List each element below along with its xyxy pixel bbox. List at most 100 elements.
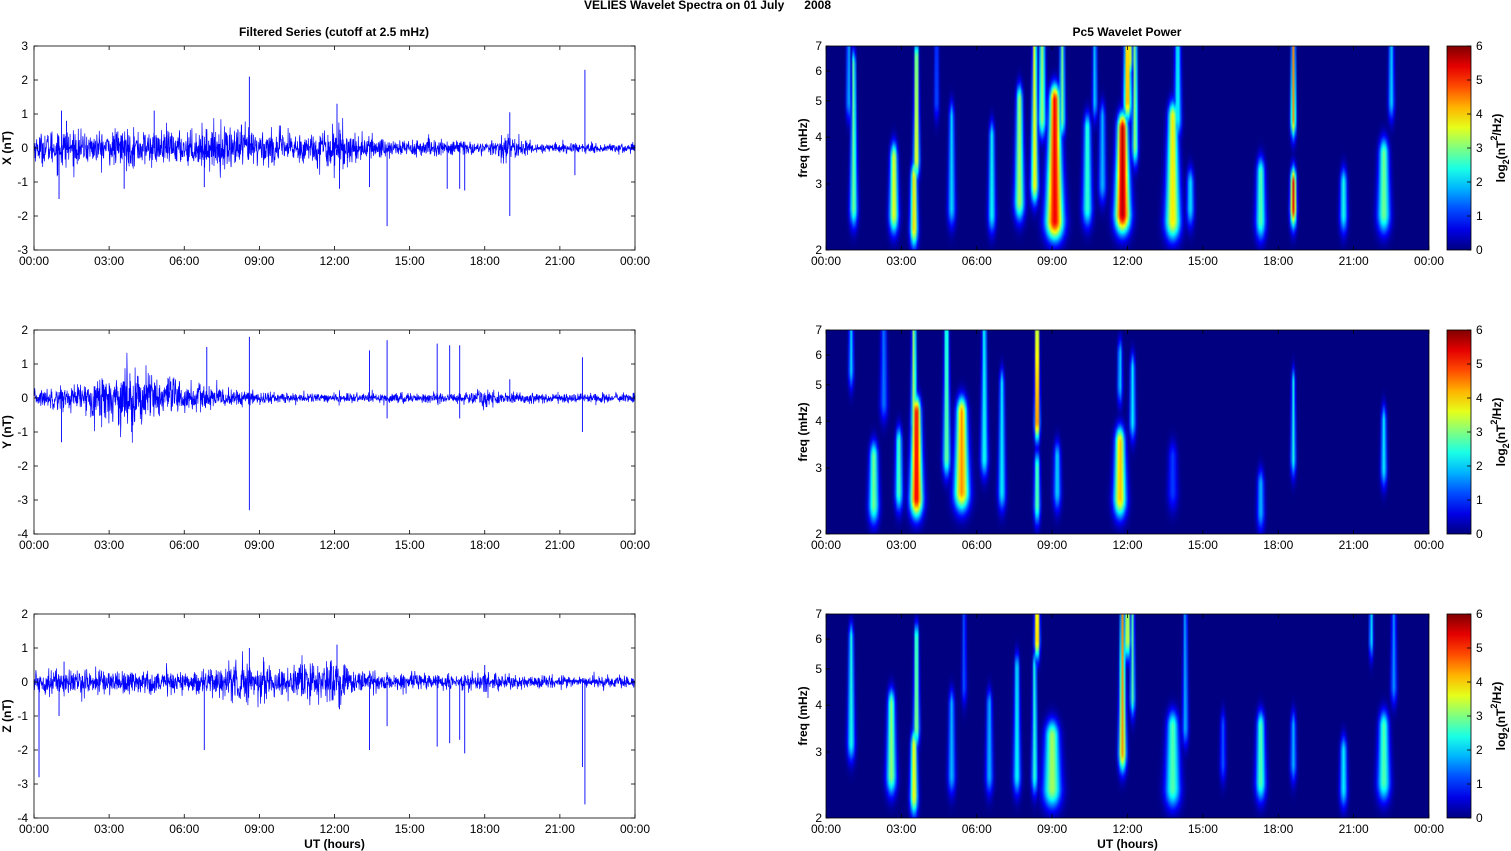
z-series-xlabel: UT (hours) xyxy=(304,837,365,851)
x-wavelet-cbar-tick-label: 2 xyxy=(1476,175,1483,189)
x-wavelet-colorbar-label-label_end: /Hz) xyxy=(1490,114,1504,136)
z-wavelet-xtick-label: 12:00 xyxy=(1112,822,1142,836)
x-wavelet-cbar-tick-label: 5 xyxy=(1476,73,1483,87)
z-series-xtick-label: 09:00 xyxy=(244,822,274,836)
y-wavelet-colorbar-label: log2(nT2/Hz) xyxy=(1489,398,1511,467)
z-series-xtick-label: 21:00 xyxy=(545,822,575,836)
z-wavelet-ytick-label: 7 xyxy=(815,607,822,621)
left-column-title: Filtered Series (cutoff at 2.5 mHz) xyxy=(239,25,429,39)
y-wavelet-cbar-tick-label: 3 xyxy=(1476,425,1483,439)
z-wavelet-cbar-tick-label: 1 xyxy=(1476,777,1483,791)
z-wavelet-xtick-label: 09:00 xyxy=(1037,822,1067,836)
y-wavelet-xtick-label: 18:00 xyxy=(1263,538,1293,552)
x-series-ytick-label: 0 xyxy=(21,141,28,155)
z-series-xtick-label: 12:00 xyxy=(319,822,349,836)
x-wavelet-cbar-tick-label: 0 xyxy=(1476,243,1483,257)
x-series-trace xyxy=(33,117,636,179)
right-column-title: Pc5 Wavelet Power xyxy=(1073,25,1182,39)
x-wavelet-xtick-label: 00:00 xyxy=(811,254,841,268)
y-series-xtick-label: 03:00 xyxy=(94,538,124,552)
y-series-ytick-label: 2 xyxy=(21,323,28,337)
x-series-ytick-label: 3 xyxy=(21,39,28,53)
x-series-xtick-label: 18:00 xyxy=(470,254,500,268)
z-series-ylabel: Z (nT) xyxy=(0,699,14,732)
z-wavelet-cbar-tick-label: 2 xyxy=(1476,743,1483,757)
z-wavelet-xlabel: UT (hours) xyxy=(1097,837,1158,851)
y-wavelet-colorbar-label-label_sub: 2 xyxy=(1501,443,1511,448)
y-wavelet-cbar-tick-label: 4 xyxy=(1476,391,1483,405)
z-series-ytick-label: 1 xyxy=(21,641,28,655)
x-wavelet-cbar-tick-label: 4 xyxy=(1476,107,1483,121)
z-wavelet-cbar-tick-label: 4 xyxy=(1476,675,1483,689)
y-series-ytick-label: -1 xyxy=(17,425,28,439)
z-series-ytick-label: -4 xyxy=(17,811,28,825)
z-wavelet-cbar-tick-label: 3 xyxy=(1476,709,1483,723)
z-series-ytick-label: -2 xyxy=(17,743,28,757)
x-series-xtick-label: 03:00 xyxy=(94,254,124,268)
z-wavelet-ylabel: freq (mHz) xyxy=(796,686,810,745)
y-wavelet-xtick-label: 00:00 xyxy=(811,538,841,552)
z-wavelet-xtick-label: 15:00 xyxy=(1188,822,1218,836)
z-wavelet-xtick-label: 03:00 xyxy=(886,822,916,836)
x-wavelet-xtick-label: 18:00 xyxy=(1263,254,1293,268)
x-series-ytick-label: 2 xyxy=(21,73,28,87)
y-series-ytick-label: -3 xyxy=(17,493,28,507)
y-series-ytick-label: 1 xyxy=(21,357,28,371)
x-wavelet-colorbar-label-label_mid: (nT xyxy=(1494,140,1508,159)
x-series-xtick-label: 12:00 xyxy=(319,254,349,268)
y-wavelet-xtick-label: 03:00 xyxy=(886,538,916,552)
y-wavelet-ytick-label: 5 xyxy=(815,378,822,392)
x-wavelet-colorbar-label-label_base: log xyxy=(1494,164,1508,182)
z-series-xtick-label: 00:00 xyxy=(620,822,650,836)
z-series-ytick-label: 2 xyxy=(21,607,28,621)
x-wavelet-xtick-label: 06:00 xyxy=(962,254,992,268)
y-wavelet-ylabel: freq (mHz) xyxy=(796,402,810,461)
z-wavelet-colorbar-label: log2(nT2/Hz) xyxy=(1489,682,1511,751)
z-series-xtick-label: 03:00 xyxy=(94,822,124,836)
x-wavelet-colorbar-label-label_sup: 2 xyxy=(1489,136,1499,141)
x-wavelet-xtick-label: 00:00 xyxy=(1414,254,1444,268)
z-wavelet-colorbar-label-label_end: /Hz) xyxy=(1490,682,1504,704)
y-wavelet-xtick-label: 15:00 xyxy=(1188,538,1218,552)
y-wavelet-ytick-label: 6 xyxy=(815,348,822,362)
z-series-axes-frame xyxy=(33,613,636,819)
x-wavelet-ytick-label: 6 xyxy=(815,64,822,78)
z-wavelet-xtick-label: 21:00 xyxy=(1339,822,1369,836)
x-wavelet-ytick-label: 2 xyxy=(815,243,822,257)
x-series-xtick-label: 15:00 xyxy=(395,254,425,268)
z-wavelet-xtick-label: 06:00 xyxy=(962,822,992,836)
x-series-ytick-label: -1 xyxy=(17,175,28,189)
y-wavelet-colorbar-label-label_end: /Hz) xyxy=(1490,398,1504,420)
y-series-xtick-label: 12:00 xyxy=(319,538,349,552)
z-wavelet-ytick-label: 2 xyxy=(815,811,822,825)
y-series-xtick-label: 15:00 xyxy=(395,538,425,552)
y-wavelet-ytick-label: 7 xyxy=(815,323,822,337)
y-wavelet-ytick-label: 3 xyxy=(815,461,822,475)
y-wavelet-xtick-label: 09:00 xyxy=(1037,538,1067,552)
z-wavelet-colorbar-label-label_sup: 2 xyxy=(1489,704,1499,709)
y-wavelet-heatmap-image xyxy=(826,330,1429,534)
y-wavelet-ytick-label: 2 xyxy=(815,527,822,541)
z-wavelet-cbar-tick-label: 5 xyxy=(1476,641,1483,655)
x-wavelet-cbar-tick-label: 1 xyxy=(1476,209,1483,223)
x-series-xtick-label: 06:00 xyxy=(169,254,199,268)
y-wavelet-cbar-tick-label: 0 xyxy=(1476,527,1483,541)
y-series-ytick-label: -4 xyxy=(17,527,28,541)
x-series-ylabel: X (nT) xyxy=(0,131,14,165)
z-series-xtick-label: 00:00 xyxy=(19,822,49,836)
z-wavelet-ytick-label: 4 xyxy=(815,698,822,712)
x-wavelet-xtick-label: 03:00 xyxy=(886,254,916,268)
x-series-ytick-label: 1 xyxy=(21,107,28,121)
z-series-xtick-label: 18:00 xyxy=(470,822,500,836)
y-wavelet-xtick-label: 06:00 xyxy=(962,538,992,552)
y-series-ytick-label: -2 xyxy=(17,459,28,473)
z-wavelet-xtick-label: 00:00 xyxy=(1414,822,1444,836)
y-wavelet-xtick-label: 00:00 xyxy=(1414,538,1444,552)
y-wavelet-cbar-tick-label: 5 xyxy=(1476,357,1483,371)
y-series-ytick-label: 0 xyxy=(21,391,28,405)
x-series-xtick-label: 00:00 xyxy=(19,254,49,268)
x-wavelet-cbar-tick-label: 6 xyxy=(1476,39,1483,53)
z-wavelet-colorbar-label-label_mid: (nT xyxy=(1494,708,1508,727)
z-wavelet-colorbar-label-label_base: log xyxy=(1494,732,1508,750)
